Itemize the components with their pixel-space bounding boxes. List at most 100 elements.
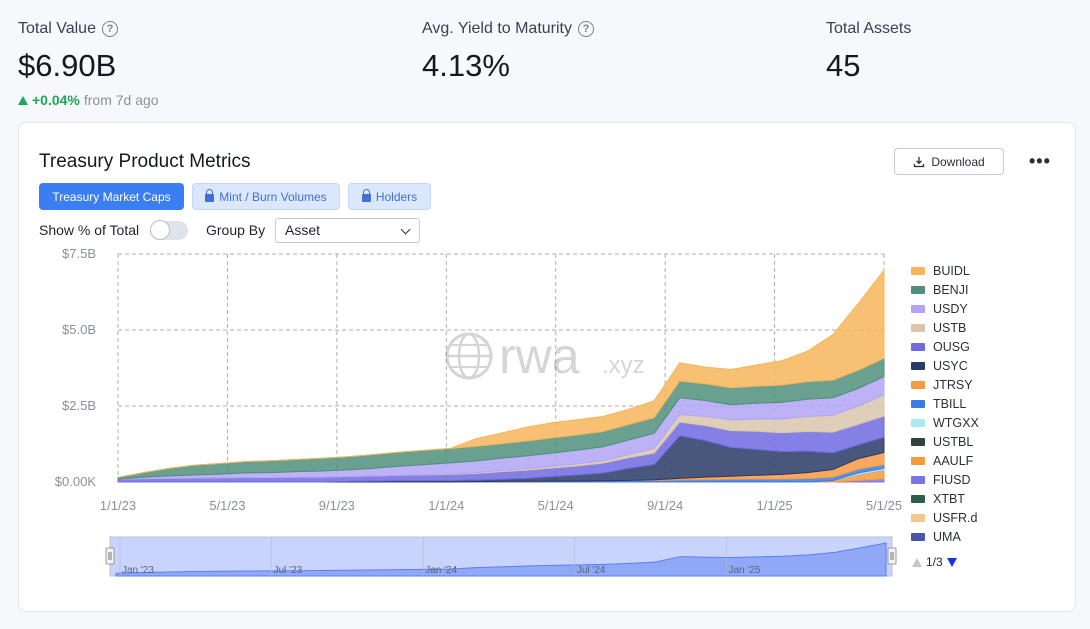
legend-item-benji[interactable]: BENJI — [911, 280, 979, 299]
x-axis: 1/1/23 5/1/23 9/1/23 1/1/24 5/1/24 9/1/24 1/1/… — [100, 498, 902, 513]
legend-item-xtbt[interactable]: XTBT — [911, 489, 979, 508]
legend-item-usyc[interactable]: USYC — [911, 356, 979, 375]
more-options-icon[interactable]: ••• — [1029, 151, 1051, 171]
legend-swatch — [911, 437, 925, 446]
legend-label: BUIDL — [933, 263, 970, 278]
tab-holders[interactable]: Holders — [348, 183, 431, 210]
chart-areas — [117, 268, 885, 483]
legend-swatch — [911, 532, 925, 541]
legend-item-ousg[interactable]: OUSG — [911, 337, 979, 356]
tab-label: Treasury Market Caps — [52, 189, 171, 204]
group-by-select[interactable]: Asset — [275, 218, 420, 243]
legend-swatch — [911, 456, 925, 465]
lock-icon — [361, 189, 371, 202]
area-series-buidl — [117, 268, 885, 478]
legend-swatch — [911, 399, 925, 408]
legend-label: USDY — [933, 301, 968, 316]
legend-swatch — [911, 513, 925, 522]
watermark: rwa .xyz — [445, 328, 645, 384]
legend-item-tbill[interactable]: TBILL — [911, 394, 979, 413]
navigator-area — [115, 542, 887, 577]
lock-icon — [205, 189, 215, 202]
legend-label: JTRSY — [933, 377, 973, 392]
tab-treasury-market-caps[interactable]: Treasury Market Caps — [39, 183, 184, 210]
navigator-tick-label: Jan '24 — [425, 565, 457, 576]
legend-item-uma[interactable]: UMA — [911, 527, 979, 546]
stat-change: +0.04% from 7d ago — [18, 92, 159, 108]
legend-swatch — [911, 285, 925, 294]
y-axis: $0.00K $2.5B $5.0B $7.5B — [55, 246, 97, 489]
toggle-knob — [150, 220, 170, 240]
navigator-tick-label: Jul '23 — [274, 565, 303, 576]
change-suffix: from 7d ago — [83, 92, 159, 108]
download-label: Download — [931, 154, 985, 169]
y-tick-label: $2.5B — [62, 398, 96, 413]
x-tick-label: 5/1/25 — [866, 498, 902, 513]
navigator-tick-label: Jan '25 — [728, 565, 760, 576]
legend-label: AAULF — [933, 453, 974, 468]
download-icon — [914, 156, 925, 167]
navigator-handle-right[interactable] — [887, 547, 897, 565]
card-title: Treasury Product Metrics — [39, 151, 251, 172]
legend-label: UMA — [933, 529, 961, 544]
pager-down-icon[interactable] — [946, 557, 957, 567]
x-tick-label: 1/1/23 — [100, 498, 136, 513]
pager-up-icon[interactable] — [912, 557, 922, 567]
stat-total-assets: Total Assets 45 — [826, 20, 911, 84]
range-navigator: Jan '23 Jul '23 Jan '24 Jul '24 Jan '25 — [105, 536, 897, 577]
legend-item-jtrsy[interactable]: JTRSY — [911, 375, 979, 394]
pager-text: 1/3 — [926, 555, 943, 569]
legend-item-usdy[interactable]: USDY — [911, 299, 979, 318]
legend-swatch — [911, 418, 925, 427]
stat-label: Total Value — [18, 20, 96, 37]
legend-swatch — [911, 266, 925, 275]
navigator-tick-label: Jan '23 — [122, 565, 154, 576]
show-pct-label: Show % of Total — [39, 222, 140, 238]
legend-item-fiusd[interactable]: FIUSD — [911, 470, 979, 489]
legend-pager: 1/3 — [912, 555, 957, 569]
x-tick-label: 9/1/23 — [319, 498, 355, 513]
legend-label: USTB — [933, 320, 967, 335]
legend-label: USYC — [933, 358, 968, 373]
y-tick-label: $5.0B — [62, 322, 96, 337]
stat-value: 4.13% — [422, 48, 510, 83]
stat-total-value: Total Value ? $6.90B +0.04% from 7d ago — [18, 20, 159, 108]
watermark-text: rwa — [499, 328, 580, 384]
show-pct-toggle[interactable] — [150, 220, 188, 240]
stat-avg-yield: Avg. Yield to Maturity ? 4.13% — [422, 20, 594, 84]
help-icon[interactable]: ? — [578, 21, 594, 37]
stat-label: Avg. Yield to Maturity — [422, 20, 572, 37]
legend-swatch — [911, 361, 925, 370]
legend-item-buidl[interactable]: BUIDL — [911, 261, 979, 280]
legend-swatch — [911, 494, 925, 503]
legend-item-usfr-d[interactable]: USFR.d — [911, 508, 979, 527]
group-by-label: Group By — [206, 222, 266, 238]
tab-mint-burn-volumes[interactable]: Mint / Burn Volumes — [192, 183, 340, 210]
group-by-value: Asset — [285, 222, 321, 238]
legend-item-ustb[interactable]: USTB — [911, 318, 979, 337]
download-button[interactable]: Download — [894, 148, 1004, 175]
legend-item-wtgxx[interactable]: WTGXX — [911, 413, 979, 432]
stat-label: Total Assets — [826, 20, 912, 37]
legend-label: TBILL — [933, 396, 967, 411]
x-tick-label: 9/1/24 — [647, 498, 683, 513]
change-value: +0.04% — [32, 92, 80, 108]
legend-item-aaulf[interactable]: AAULF — [911, 451, 979, 470]
x-tick-label: 1/1/25 — [756, 498, 792, 513]
trend-up-icon — [18, 95, 28, 105]
legend-swatch — [911, 475, 925, 484]
legend-swatch — [911, 304, 925, 313]
chart-legend: BUIDL BENJI USDY USTB OUSG USYC JTRSY TBILL WTGX… — [911, 261, 979, 546]
legend-swatch — [911, 380, 925, 389]
metrics-card: Treasury Product Metrics Download ••• Tr… — [18, 122, 1076, 612]
legend-label: OUSG — [933, 339, 970, 354]
help-icon[interactable]: ? — [101, 21, 118, 37]
legend-item-ustbl[interactable]: USTBL — [911, 432, 979, 451]
y-tick-label: $0.00K — [55, 474, 97, 489]
stat-value: 45 — [826, 48, 861, 83]
market-cap-chart[interactable]: rwa .xyz $0.00K $2.5B $5.0B $7.5B 1/1/23 5/1… — [19, 123, 909, 583]
navigator-handle-left[interactable] — [105, 547, 115, 565]
legend-swatch — [911, 323, 925, 332]
legend-label: XTBT — [933, 491, 965, 506]
watermark-suffix: .xyz — [602, 352, 645, 379]
